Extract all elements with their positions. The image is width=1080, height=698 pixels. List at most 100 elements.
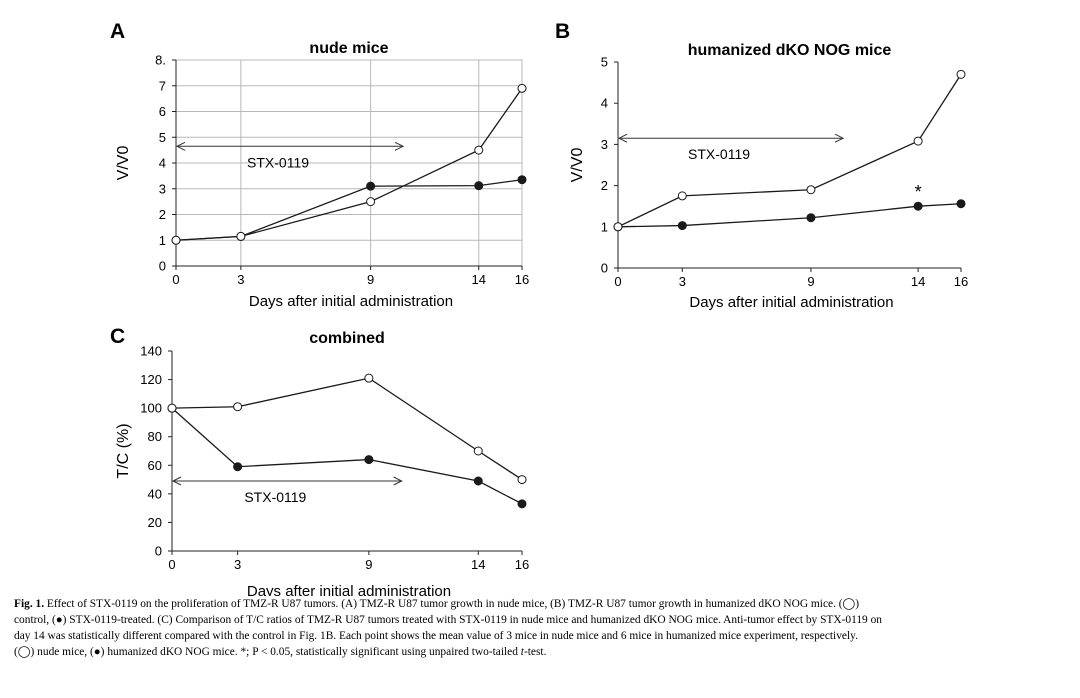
caption-text-4b: -test.	[523, 646, 547, 658]
data-point-control	[236, 231, 246, 241]
annotation-arrowhead-right	[393, 476, 403, 486]
x-tick-label: 0	[172, 272, 179, 287]
annotation-label: STX-0119	[688, 146, 750, 162]
panel-label: B	[555, 20, 570, 43]
series-line-treated	[617, 203, 962, 228]
x-axis-label: Days after initial administration	[247, 583, 451, 596]
y-tick-label: 5	[601, 55, 608, 70]
panel-label: A	[110, 20, 125, 43]
data-point-treated	[913, 201, 923, 211]
caption-t: t	[520, 646, 524, 658]
figure-caption: Fig. 1. Effect of STX-0119 on the prolif…	[14, 596, 1070, 660]
data-point-control	[806, 185, 816, 195]
x-tick-label: 14	[911, 274, 925, 289]
y-tick-label: 20	[148, 515, 162, 530]
panel-c: 0 20 40 60 80 100 120 140 0 3 9 14 16 C combined T/C (%…	[110, 325, 529, 600]
data-point-control	[517, 475, 527, 485]
y-tick-label: 0	[159, 259, 166, 274]
x-tick-label: 9	[365, 557, 372, 572]
data-point-treated	[473, 476, 483, 486]
chart-title: combined	[309, 330, 385, 347]
annotation-label: STX-0119	[244, 489, 306, 505]
x-tick-label: 16	[954, 274, 968, 289]
annotation-arrowhead-left	[617, 133, 628, 143]
y-tick-label: 6	[159, 104, 166, 119]
chart-title: humanized dKO NOG mice	[688, 42, 892, 59]
y-tick-label: 60	[148, 458, 162, 473]
data-point-treated	[517, 175, 527, 185]
caption-text-4a: (◯) nude mice, (●) humanized dKO NOG mic…	[14, 646, 521, 658]
annotation-arrowhead-left	[175, 141, 186, 151]
y-tick-label: 120	[140, 372, 162, 387]
data-point-treated	[364, 455, 374, 465]
series-line-treated	[171, 407, 523, 505]
annotation-arrowhead-right	[834, 133, 845, 143]
x-tick-label: 3	[237, 272, 244, 287]
y-tick-label: 8.	[155, 53, 166, 68]
data-point-treated	[474, 181, 484, 191]
y-tick-label: 3	[159, 181, 166, 196]
chart-title: nude mice	[309, 40, 388, 57]
x-tick-label: 0	[614, 274, 621, 289]
y-tick-label: 0	[155, 544, 162, 559]
y-tick-label: 3	[601, 137, 608, 152]
data-point-control	[473, 446, 483, 456]
x-axis-label: Days after initial administration	[689, 294, 893, 311]
x-tick-label: 16	[515, 557, 529, 572]
caption-line-1: Fig. 1. Effect of STX-0119 on the prolif…	[14, 596, 1070, 612]
y-tick-label: 40	[148, 486, 162, 501]
series-line-control	[617, 74, 962, 228]
annotation-arrowhead-right	[394, 141, 405, 151]
y-tick-label: 140	[140, 344, 162, 359]
y-tick-label: 1	[601, 219, 608, 234]
y-axis-label: T/C (%)	[115, 423, 132, 478]
x-tick-label: 14	[471, 557, 485, 572]
data-point-control	[677, 191, 687, 201]
data-point-control	[474, 145, 484, 155]
data-point-treated	[233, 462, 243, 472]
annotation-label: STX-0119	[247, 154, 309, 170]
caption-text-1: Effect of STX-0119 on the proliferation …	[46, 598, 860, 610]
data-point-control	[233, 402, 243, 412]
panel-label: C	[110, 325, 125, 348]
data-point-control	[366, 197, 376, 207]
y-tick-label: 5	[159, 130, 166, 145]
y-tick-label: 1	[159, 233, 166, 248]
x-tick-label: 16	[515, 272, 529, 287]
caption-line-2: control, (●) STX-0119-treated. (C) Compa…	[14, 614, 882, 626]
data-point-control	[517, 83, 527, 93]
data-point-control	[167, 403, 177, 413]
data-point-treated	[366, 181, 376, 191]
y-tick-label: 2	[159, 207, 166, 222]
annotation-arrowhead-left	[171, 476, 182, 486]
y-tick-label: 4	[601, 96, 608, 111]
x-tick-label: 0	[168, 557, 175, 572]
y-tick-label: 100	[140, 401, 162, 416]
data-point-control	[956, 69, 966, 79]
y-axis-label: V/V0	[115, 146, 132, 181]
data-point-treated	[517, 499, 527, 509]
data-point-control	[364, 373, 374, 383]
x-tick-label: 9	[367, 272, 374, 287]
data-point-treated	[806, 213, 816, 223]
x-tick-label: 14	[472, 272, 486, 287]
data-point-control	[913, 136, 923, 146]
series-line-control	[171, 377, 523, 481]
data-point-treated	[677, 221, 687, 231]
data-point-control	[613, 222, 623, 232]
caption-line-4: (◯) nude mice, (●) humanized dKO NOG mic…	[14, 644, 1070, 660]
y-axis-label: V/V0	[569, 148, 586, 183]
data-point-control	[171, 235, 181, 245]
y-tick-label: 7	[159, 78, 166, 93]
x-tick-label: 9	[807, 274, 814, 289]
significance-marker: *	[915, 182, 922, 202]
x-tick-label: 3	[679, 274, 686, 289]
caption-line-3: day 14 was statistically different compa…	[14, 630, 858, 642]
x-tick-label: 3	[234, 557, 241, 572]
y-tick-label: 2	[601, 178, 608, 193]
x-axis-label: Days after initial administration	[249, 293, 453, 310]
y-tick-label: 4	[159, 156, 166, 171]
